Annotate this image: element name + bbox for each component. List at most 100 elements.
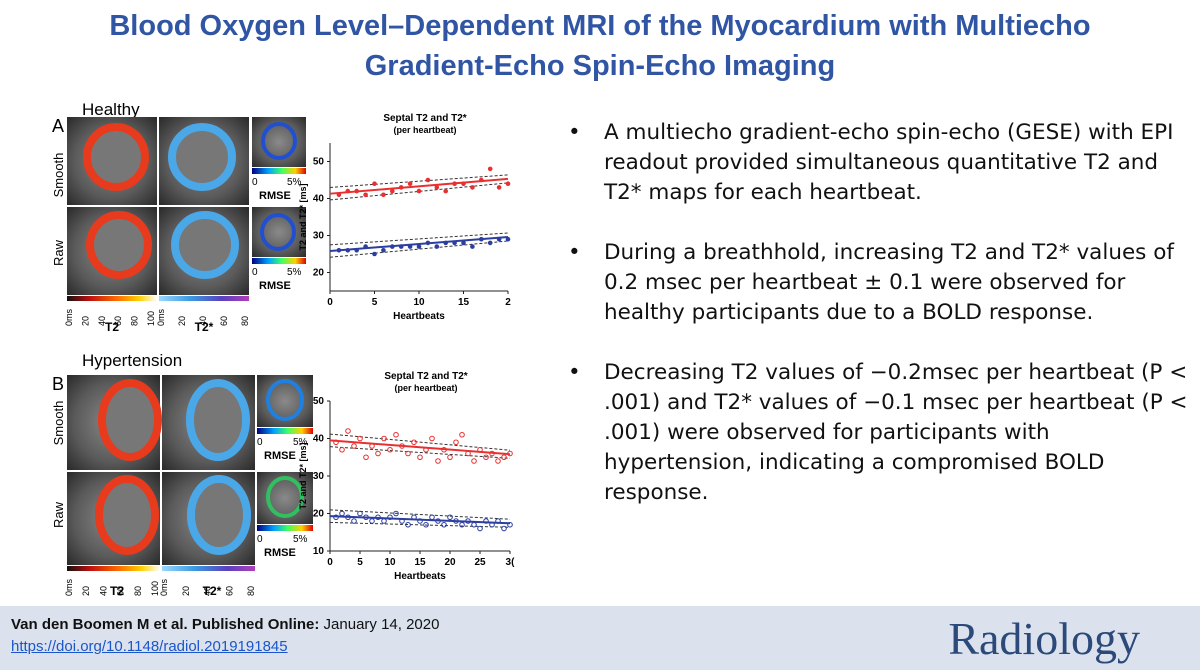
t2-colorbar-tick: 60 (113, 316, 123, 326)
chart-a-point (354, 248, 360, 253)
chart-b-point (501, 525, 507, 532)
chart-b-y-tick: 10 (313, 546, 325, 557)
t2-colorbar-label-b: T2 (110, 584, 124, 598)
chart-b-point (339, 446, 345, 453)
panel-b-title: Hypertension (82, 351, 182, 370)
chart-b-title: Septal T2 and T2* (384, 371, 467, 382)
mri-image-a-t2star-raw (159, 207, 249, 295)
t2star-colorbar-tick: 80 (240, 316, 250, 326)
chart-a-point (363, 192, 368, 198)
chart-a-x-tick: 2 (505, 297, 511, 308)
chart-b-point (333, 439, 339, 446)
chart-b-ci-line (329, 446, 511, 459)
chart-b-point (375, 450, 381, 457)
chart-b-point (435, 458, 441, 464)
chart-a-point (487, 166, 493, 172)
chart-a-point (354, 188, 360, 194)
t2star-colorbar-a (159, 296, 249, 301)
t2star-colorbar-tick: 40 (203, 586, 213, 596)
mri-image-b-t2star-smooth (162, 375, 255, 470)
row-label-raw-a: Raw (51, 239, 66, 266)
chart-a-x-tick: 0 (327, 297, 333, 308)
chart-b-point (417, 454, 423, 461)
rmse-max-a1: 5% (287, 177, 302, 188)
chart-b-point (411, 439, 417, 446)
t2-colorbar-tick: 100 (150, 581, 160, 596)
mri-image-b-rmse-smooth (257, 375, 313, 427)
chart-a-subtitle: (per heartbeat) (393, 125, 456, 135)
chart-a-point (345, 188, 351, 194)
chart-b-point (441, 521, 447, 528)
chart-b-point (471, 521, 477, 528)
chart-a-point (425, 240, 431, 246)
mri-image-a-rmse-smooth (252, 117, 306, 167)
chart-a-point (372, 181, 377, 186)
chart-a-point (398, 244, 404, 249)
t2star-colorbar-tick: 60 (224, 586, 234, 596)
bullet-text-3: Decreasing T2 values of −0.2msec per hea… (604, 360, 1188, 505)
chart-b-point (477, 525, 483, 532)
bullet-list: • A multiecho gradient-echo spin-echo (GE… (568, 118, 1188, 538)
chart-b-x-tick: 15 (414, 557, 426, 568)
rmse-label-a2: RMSE (259, 280, 291, 292)
figure: A Healthy Smooth Raw 0 5% RMSE 0 5% RMSE… (51, 100, 515, 598)
t2-colorbar-tick: 60 (116, 586, 126, 596)
rmse-min-b2: 0 (257, 534, 263, 545)
chart-b-point (483, 454, 489, 461)
chart-b-point (369, 518, 375, 524)
chart-a-point (434, 244, 440, 249)
chart-a-y-tick: 40 (313, 194, 325, 205)
chart-healthy: Septal T2 and T2*(per heartbeat) 0 5 10 15 2 2… (298, 113, 511, 322)
chart-b-point (459, 431, 465, 438)
chart-b-point (405, 521, 411, 528)
rmse-colorbar-b1 (257, 428, 313, 434)
chart-a-point (381, 192, 386, 198)
t2-colorbar-tick: 80 (130, 316, 140, 326)
chart-b-x-tick: 25 (474, 557, 486, 568)
chart-a-point (398, 185, 404, 190)
chart-a-point (425, 177, 431, 183)
chart-a-point (505, 181, 511, 186)
chart-b-point (453, 518, 459, 524)
chart-b-y-tick: 20 (313, 509, 325, 520)
chart-a-point (496, 236, 502, 242)
chart-b-point (465, 518, 471, 524)
chart-b-point (435, 518, 441, 524)
chart-b-xlabel: Heartbeats (394, 571, 446, 582)
bullet-item: • A multiecho gradient-echo spin-echo (GE… (568, 118, 1188, 208)
chart-b-point (489, 450, 495, 457)
chart-a-point (496, 185, 502, 190)
chart-b-point (369, 443, 375, 449)
page-title: Blood Oxygen Level–Dependent MRI of the … (0, 6, 1200, 86)
t2-colorbar-tick: 100 (146, 311, 156, 326)
rmse-max-a2: 5% (287, 267, 302, 278)
chart-b-point (429, 514, 435, 521)
t2-colorbar-tick: 20 (81, 586, 91, 596)
chart-b-point (453, 439, 459, 446)
chart-b-point (393, 510, 399, 517)
t2star-colorbar-b (162, 566, 255, 571)
chart-b-point (357, 510, 363, 517)
chart-a-fit-line (329, 177, 509, 195)
t2star-colorbar-tick: 60 (219, 316, 229, 326)
t2star-colorbar-label-b: T2* (203, 584, 222, 598)
chart-a-point (487, 240, 493, 246)
mri-image-a-t2star-smooth (159, 117, 249, 205)
chart-a-xlabel: Heartbeats (393, 311, 445, 322)
doi-link[interactable]: https://doi.org/10.1148/radiol.201919184… (11, 638, 288, 655)
chart-b-point (345, 428, 351, 434)
chart-b-point (375, 514, 381, 521)
chart-a-title: Septal T2 and T2* (383, 113, 466, 124)
t2star-colorbar-tick: 40 (198, 316, 208, 326)
panel-a-title: Healthy (82, 100, 140, 119)
chart-a-point (390, 244, 395, 249)
chart-a-point (390, 188, 395, 194)
t2-colorbar-label-a: T2 (105, 320, 119, 334)
chart-b-point (471, 458, 477, 464)
rmse-min-a2: 0 (252, 267, 258, 278)
chart-b-point (381, 435, 387, 442)
chart-a-x-tick: 5 (372, 297, 378, 308)
chart-a-point (452, 240, 457, 246)
row-label-smooth-b: Smooth (51, 401, 66, 446)
chart-b-point (417, 518, 423, 524)
